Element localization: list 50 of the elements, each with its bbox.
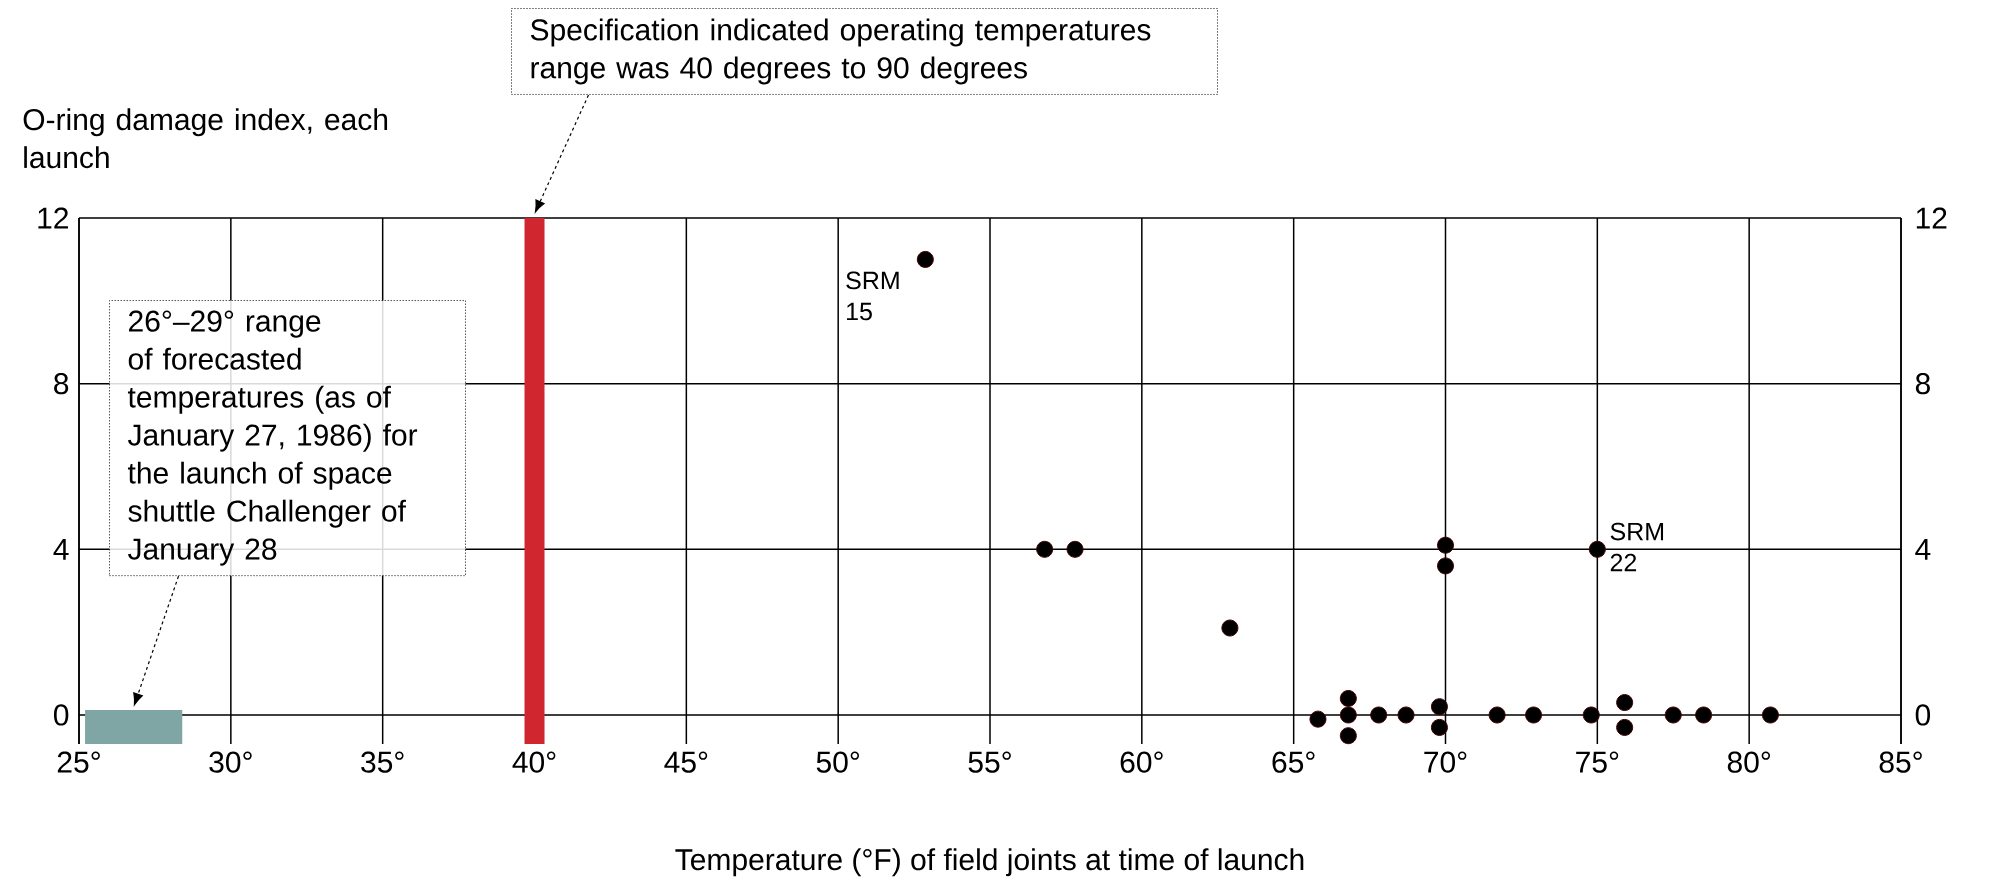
point	[1488, 706, 1506, 724]
x-tick-label: 60°	[1120, 751, 1163, 773]
point	[1582, 706, 1600, 724]
point	[1036, 540, 1054, 558]
point	[1309, 710, 1327, 728]
y2-tick-label: 4	[1915, 539, 1931, 560]
point	[1437, 536, 1454, 554]
y-tick-label: 12	[38, 207, 68, 229]
x-axis-title: Temperature (°F) of field joints at time of launch	[675, 848, 1304, 877]
y-tick-label: 8	[54, 373, 69, 395]
x-tick-label: 40°	[512, 751, 556, 773]
point	[1437, 557, 1454, 575]
point	[916, 250, 934, 268]
point	[1370, 706, 1388, 724]
point	[1695, 706, 1713, 724]
x-tick-label: 55°	[968, 751, 1011, 773]
x-tick-label: 75°	[1576, 751, 1619, 773]
y-axis-title: O-ring damage index, each launch	[23, 108, 388, 169]
x-tick-label: 70°	[1424, 751, 1467, 773]
x-tick-label: 30°	[209, 751, 252, 773]
point	[1430, 718, 1448, 736]
y2-tick-label: 8	[1915, 373, 1930, 395]
y2-tick-label: 12	[1916, 207, 1947, 229]
point	[1525, 706, 1543, 724]
annotation: SRM 22	[1610, 522, 1664, 572]
point	[1588, 540, 1606, 558]
point	[1339, 727, 1357, 745]
annotation: SRM 15	[846, 271, 899, 321]
y2-tick-label: 0	[1915, 704, 1931, 726]
point	[1397, 706, 1415, 724]
x-tick-label: 80°	[1727, 751, 1771, 773]
x-tick-label: 50°	[816, 751, 860, 773]
point	[1066, 540, 1084, 558]
point	[1664, 706, 1682, 724]
x-tick-label: 35°	[361, 751, 404, 773]
y-tick-label: 4	[53, 539, 69, 560]
x-tick-label: 25°	[57, 751, 100, 773]
point	[1221, 619, 1239, 637]
point	[1616, 718, 1634, 736]
point	[1430, 698, 1448, 716]
x-tick-label: 45°	[664, 751, 708, 773]
point	[1761, 706, 1779, 724]
annotation: 26°–29° range of forecasted temperatures (as of January 27, 1986) for the launch of space shuttle Challenger of January 28	[127, 310, 418, 566]
y-tick-label: 0	[53, 704, 69, 726]
point	[1339, 706, 1357, 724]
point	[1339, 689, 1357, 707]
x-tick-label: 85°	[1879, 751, 1922, 773]
point	[1616, 694, 1634, 712]
x-tick-label: 65°	[1272, 751, 1315, 773]
text: Specification indicated operating temperatures range was 40 degrees to 90 degrees	[530, 18, 1151, 85]
